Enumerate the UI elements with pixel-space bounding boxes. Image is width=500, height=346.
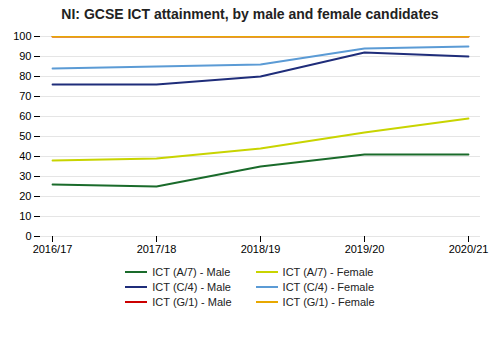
svg-text:2016/17: 2016/17: [33, 243, 73, 255]
html-text:ICT (C/4) - Female: ICT (C/4) - Female: [282, 281, 375, 293]
svg-text:80: 80: [19, 70, 31, 82]
html-text:ICT (A/7) - Male: ICT (A/7) - Male: [152, 266, 231, 278]
svg-text:2017/18: 2017/18: [137, 243, 177, 255]
svg-text:2018/19: 2018/19: [241, 243, 281, 255]
svg-text:30: 30: [19, 170, 31, 182]
svg-text:20: 20: [19, 190, 31, 202]
html-text:ICT (C/4) - Male: ICT (C/4) - Male: [152, 281, 231, 293]
svg-text:10: 10: [19, 210, 31, 222]
html-text:ICT (A/7) - Female: ICT (A/7) - Female: [282, 266, 374, 278]
html-text:NI: GCSE ICT attainment, by ma: NI: GCSE ICT attainment, by male and fem…: [61, 6, 439, 22]
svg-text:100: 100: [13, 30, 31, 42]
svg-text:70: 70: [19, 90, 31, 102]
svg-text:90: 90: [19, 50, 31, 62]
svg-text:2020/21: 2020/21: [449, 243, 489, 255]
html-text:ICT (G/1) - Female: ICT (G/1) - Female: [282, 296, 375, 308]
svg-text:2019/20: 2019/20: [345, 243, 385, 255]
svg-text:60: 60: [19, 110, 31, 122]
svg-text:0: 0: [25, 230, 31, 242]
html-text:ICT (G/1) - Male: ICT (G/1) - Male: [152, 296, 232, 308]
svg-text:50: 50: [19, 130, 31, 142]
svg-text:40: 40: [19, 150, 31, 162]
